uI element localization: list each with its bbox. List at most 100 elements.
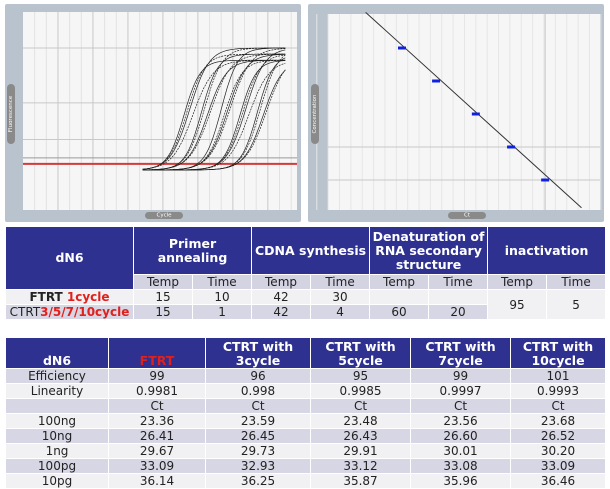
data-point (432, 79, 441, 83)
row-label: 10ng (5, 428, 109, 444)
cell: 26.41 (108, 428, 206, 444)
table-row: 100pg 33.09 32.93 33.12 33.08 33.09 (5, 458, 606, 474)
cell: 36.14 (108, 473, 206, 489)
cell: 26.43 (310, 428, 411, 444)
efficiency-table: dN6 FTRT CTRT with 3cycle CTRT with 5cycle C… (5, 337, 606, 489)
y-axis-label: Fluorescence (8, 95, 14, 132)
header-col-0: dN6 (5, 337, 109, 369)
cell: 15 (133, 304, 193, 320)
subheader-temp: Temp (487, 274, 548, 290)
cell: Ct (205, 398, 311, 414)
data-point (541, 178, 550, 182)
cell: 42 (251, 289, 312, 305)
row-label-ftrt: FTRT 1cycle (5, 289, 134, 305)
amplification-curve-10ng (142, 59, 286, 171)
cell: Ct (410, 398, 511, 414)
cell: 95 (310, 368, 411, 384)
label-text: FTRT (29, 290, 67, 304)
amplification-curve-1ng (142, 48, 286, 171)
cell: Ct (510, 398, 606, 414)
cell: 15 (133, 289, 193, 305)
header-col-1: FTRT (108, 337, 206, 369)
table-row: Efficiency 99 96 95 99 101 (5, 368, 606, 384)
cell: 36.46 (510, 473, 606, 489)
amplification-curve-1ng (142, 59, 286, 171)
label-text: CTRT (9, 305, 41, 319)
row-label: 100ng (5, 413, 109, 429)
table-row: Ct Ct Ct Ct Ct (5, 398, 606, 414)
x-axis-label: Cycle (156, 213, 172, 219)
inactivation-temp: 95 (487, 289, 548, 320)
row-label (5, 398, 109, 414)
amplification-curve-10pg (142, 69, 286, 171)
standard-curve-panel: Concentration Ct (308, 4, 604, 222)
header-denaturation: Denaturation of RNA secondary structure (369, 226, 489, 275)
y-axis-label: Concentration (312, 94, 318, 133)
amplification-plot-panel: Fluorescence Cycle (5, 4, 301, 222)
cell: 99 (108, 368, 206, 384)
subheader-time: Time (428, 274, 489, 290)
cell: 20 (428, 304, 489, 320)
data-point (398, 46, 406, 50)
y-axis-label-pill (311, 84, 319, 144)
cell: 30.01 (410, 443, 511, 459)
table-row: Linearity 0.9981 0.998 0.9985 0.9997 0.9993 (5, 383, 606, 399)
row-label: Efficiency (5, 368, 109, 384)
header-cdna-synthesis: CDNA synthesis (251, 226, 371, 275)
table-row: 10ng 26.41 26.45 26.43 26.60 26.52 (5, 428, 606, 444)
header-primer-annealing: Primer annealing (132, 226, 253, 275)
cell: 35.96 (410, 473, 511, 489)
amplification-curve-10pg (142, 69, 286, 171)
subheader-temp: Temp (251, 274, 312, 290)
subheader-temp: Temp (133, 274, 193, 290)
y-axis-label-pill (7, 84, 15, 144)
cell (369, 289, 430, 305)
table-row: 100ng 23.36 23.59 23.48 23.56 23.68 (5, 413, 606, 429)
standard-curve-plot: Concentration Ct (311, 11, 602, 219)
cell (428, 289, 489, 305)
table-row: 10pg 36.14 36.25 35.87 35.96 36.46 (5, 473, 606, 489)
x-axis-label-pill (448, 212, 486, 219)
table-row: 1ng 29.67 29.73 29.91 30.01 30.20 (5, 443, 606, 459)
cell: 26.52 (510, 428, 606, 444)
data-point (471, 112, 480, 116)
row-label-ctrt: CTRT3/5/7/10cycle (5, 304, 134, 320)
cell: 101 (510, 368, 606, 384)
cell: 0.9993 (510, 383, 606, 399)
subheader-time: Time (546, 274, 607, 290)
amplification-curve-100pg (142, 62, 286, 171)
cell: 29.73 (205, 443, 311, 459)
cell: 23.48 (310, 413, 411, 429)
header-col-5: CTRT with 10cycle (510, 337, 606, 369)
cell: 23.56 (410, 413, 511, 429)
cell: 0.9997 (410, 383, 511, 399)
amplification-curve-10ng (142, 47, 286, 171)
subheader-time: Time (191, 274, 253, 290)
row-label: 10pg (5, 473, 109, 489)
data-point (507, 145, 516, 149)
cell: 26.60 (410, 428, 511, 444)
subheader-time: Time (310, 274, 371, 290)
label-cycle: 1cycle (66, 290, 110, 304)
subheader-temp: Temp (369, 274, 430, 290)
cell: Ct (310, 398, 411, 414)
cell: 23.68 (510, 413, 606, 429)
cell: 33.12 (310, 458, 411, 474)
corner-header: dN6 (5, 226, 134, 290)
cell: 33.09 (510, 458, 606, 474)
cell: 33.08 (410, 458, 511, 474)
cell: 29.67 (108, 443, 206, 459)
cell: 99 (410, 368, 511, 384)
cell: 0.9981 (108, 383, 206, 399)
cell: 42 (251, 304, 312, 320)
cycle-conditions-table: dN6 Primer annealing CDNA synthesis Dena… (5, 226, 607, 320)
amplification-curve-100pg (142, 54, 286, 171)
cell: 30.20 (510, 443, 606, 459)
cell: Ct (108, 398, 206, 414)
inactivation-time: 5 (546, 289, 607, 320)
cell: 33.09 (108, 458, 206, 474)
cell: 29.91 (310, 443, 411, 459)
cell: 30 (310, 289, 371, 305)
label-cycle: 3/5/7/10cycle (40, 305, 130, 319)
cell: 60 (369, 304, 430, 320)
